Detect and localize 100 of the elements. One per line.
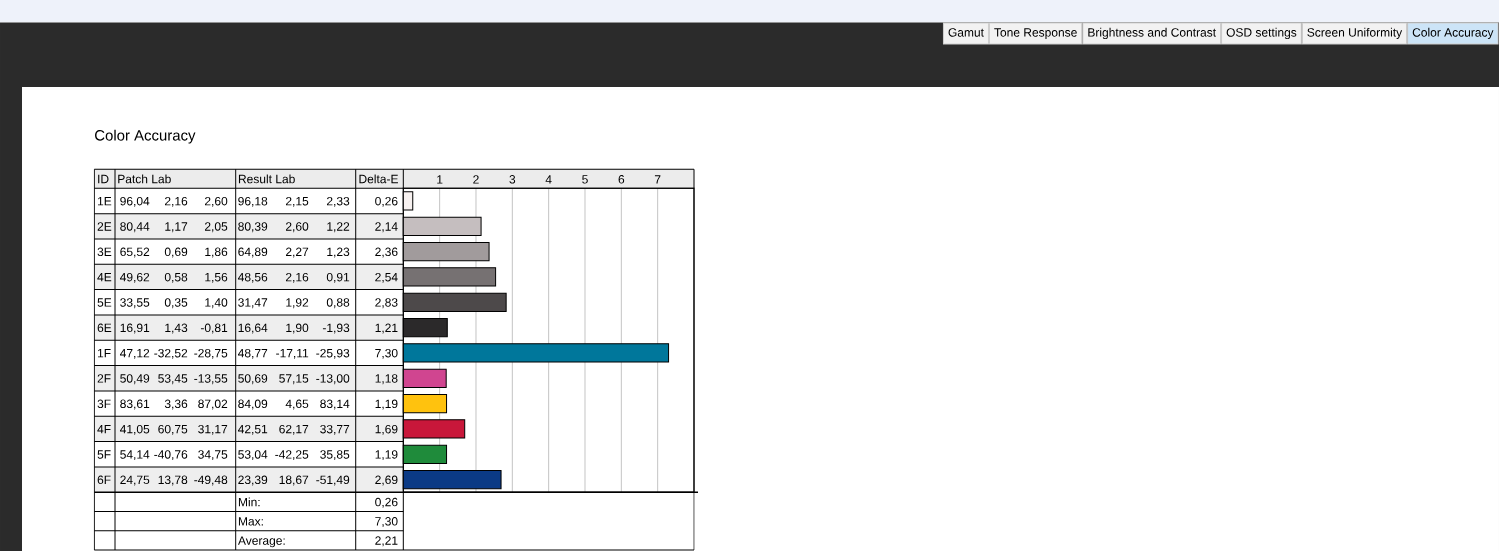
y-tick-label: 4F bbox=[97, 425, 111, 434]
data-label: 1,69 bbox=[375, 424, 398, 435]
text: -51,49 bbox=[316, 475, 350, 486]
y-tick-label: 6F bbox=[97, 475, 111, 485]
text: 16,64 bbox=[238, 323, 268, 334]
text: 48,56 bbox=[237, 272, 268, 283]
data-label: 0,26 bbox=[375, 196, 398, 207]
text: 1,92 bbox=[286, 298, 309, 309]
x-axis-title: Delta-E bbox=[359, 174, 398, 184]
text: Max: bbox=[238, 517, 263, 526]
text: 31,17 bbox=[198, 424, 228, 435]
y-tick-label: 3F bbox=[97, 399, 111, 409]
text: 4,65 bbox=[285, 399, 309, 410]
text: 0,91 bbox=[326, 272, 350, 283]
text: 1,56 bbox=[205, 272, 228, 283]
text: -49,48 bbox=[194, 475, 228, 486]
y-tick-label: 6E bbox=[97, 323, 112, 333]
y-tick-label: 5F bbox=[97, 450, 111, 459]
text: 50,49 bbox=[120, 374, 150, 385]
text: 7,30 bbox=[375, 517, 398, 527]
text: 1,43 bbox=[165, 323, 188, 334]
x2-tick-label: 7 bbox=[654, 175, 661, 184]
text: -25,93 bbox=[316, 348, 350, 359]
text: 53,45 bbox=[158, 374, 188, 385]
text: 54,14 bbox=[120, 450, 150, 461]
text: 65,52 bbox=[120, 247, 150, 258]
text: Result Lab bbox=[238, 174, 295, 184]
text: 41,05 bbox=[119, 424, 150, 435]
text: 48,77 bbox=[237, 348, 268, 359]
text: Min: bbox=[238, 497, 260, 507]
y-tick-label: 2E bbox=[97, 222, 112, 231]
text: -32,52 bbox=[154, 348, 188, 359]
text: 1,23 bbox=[327, 247, 350, 258]
y-tick-label: 1F bbox=[97, 349, 111, 358]
text: 87,02 bbox=[198, 399, 228, 410]
text: 2,27 bbox=[285, 247, 309, 258]
text: 2,15 bbox=[285, 196, 309, 207]
y-tick-label: 1E bbox=[97, 197, 112, 206]
text: 2,21 bbox=[375, 536, 398, 547]
text: 35,85 bbox=[320, 450, 350, 461]
text: 60,75 bbox=[158, 424, 188, 435]
text: 80,39 bbox=[238, 222, 268, 233]
text: Average: bbox=[237, 536, 285, 548]
data-label: 2,54 bbox=[375, 272, 398, 283]
text: -17,11 bbox=[276, 349, 309, 359]
text: -13,55 bbox=[194, 374, 228, 385]
text: 0,35 bbox=[164, 298, 188, 309]
data-label: 1,19 bbox=[375, 399, 398, 410]
text: -13,00 bbox=[316, 374, 350, 385]
text: 2,05 bbox=[204, 222, 228, 233]
y-tick-label: 4E bbox=[97, 273, 112, 282]
text: 1,90 bbox=[286, 323, 309, 334]
text: -1,93 bbox=[322, 323, 350, 334]
text: 53,04 bbox=[238, 450, 268, 461]
text: 13,78 bbox=[158, 475, 188, 486]
text: Brightness and Contrast bbox=[1088, 27, 1216, 40]
text: 2,60 bbox=[204, 196, 228, 207]
text: 23,39 bbox=[238, 475, 268, 486]
y-tick-label: 5E bbox=[97, 298, 112, 307]
text: -40,76 bbox=[154, 450, 188, 461]
x2-tick-label: 1 bbox=[437, 175, 443, 184]
text: 0,58 bbox=[164, 272, 188, 283]
text: 34,75 bbox=[198, 450, 228, 461]
text: OSD settings bbox=[1226, 27, 1297, 40]
data-label: 1,19 bbox=[375, 450, 398, 461]
data-label: 2,69 bbox=[375, 475, 398, 486]
data-label: 2,83 bbox=[375, 298, 398, 309]
text: 0,26 bbox=[375, 497, 398, 508]
text: 96,04 bbox=[120, 196, 150, 207]
text: 1,22 bbox=[327, 222, 350, 233]
text: 49,62 bbox=[119, 272, 150, 283]
y-axis-title: ID bbox=[98, 174, 109, 184]
text: 0,88 bbox=[326, 298, 350, 309]
text: 83,61 bbox=[120, 399, 150, 410]
x2-tick-label: 5 bbox=[582, 175, 588, 184]
text: 24,75 bbox=[120, 475, 150, 486]
text: 2,16 bbox=[285, 272, 309, 283]
text: 62,17 bbox=[279, 424, 309, 435]
x2-tick-label: 3 bbox=[509, 175, 516, 184]
text: 33,77 bbox=[320, 424, 350, 435]
data-label: 1,18 bbox=[375, 374, 398, 385]
data-label: 2,36 bbox=[375, 247, 398, 258]
text: -42,25 bbox=[275, 450, 309, 461]
text: Color Accuracy bbox=[95, 129, 196, 144]
text: 96,18 bbox=[238, 196, 268, 207]
text: 16,91 bbox=[120, 323, 150, 334]
text: -28,75 bbox=[194, 348, 228, 359]
text: 1,40 bbox=[205, 298, 228, 309]
text: 42,51 bbox=[237, 424, 268, 435]
x2-tick-label: 4 bbox=[545, 175, 552, 184]
data-label: 7,30 bbox=[375, 348, 398, 359]
text: 64,89 bbox=[238, 247, 268, 258]
x2-tick-label: 2 bbox=[473, 175, 479, 184]
text: 2,33 bbox=[326, 196, 350, 207]
text: 47,12 bbox=[119, 348, 150, 359]
text: 31,47 bbox=[238, 298, 268, 309]
text: 3,36 bbox=[164, 399, 188, 410]
text: Patch Lab bbox=[118, 174, 171, 184]
text: 2,16 bbox=[164, 196, 188, 207]
text: 0,69 bbox=[164, 247, 188, 258]
